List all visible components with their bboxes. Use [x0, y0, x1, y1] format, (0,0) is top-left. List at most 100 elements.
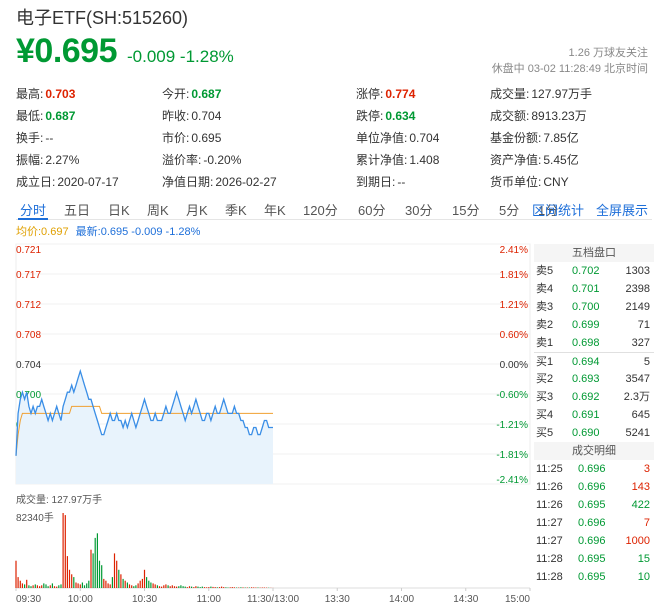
- order-book-row: 卖4 0.701 2398: [534, 280, 654, 298]
- price-tick-label: 0.721: [16, 245, 41, 256]
- order-book-price: 0.702: [572, 265, 600, 277]
- time-tick-label: 15:00: [505, 594, 530, 605]
- quote-cell: 涨停: 0.774: [356, 85, 415, 102]
- quote-cell: 资产净值: 5.45亿: [490, 151, 579, 168]
- quote-label: 最低:: [16, 109, 44, 123]
- page-title: 电子ETF(SH:515260): [16, 8, 189, 28]
- order-book-price: 0.690: [572, 427, 600, 439]
- quote-label: 到期日:: [356, 175, 396, 189]
- quote-row: 最高: 0.703 今开: 0.687 涨停: 0.774 成交量: 127.97万手: [16, 82, 652, 104]
- order-book-volume: 2.3万: [623, 391, 650, 403]
- quote-value: 0.704: [191, 109, 222, 123]
- trade-price: 0.695: [578, 571, 606, 583]
- order-book-row: 卖3 0.700 2149: [534, 298, 654, 316]
- quote-value: --: [397, 175, 406, 189]
- quote-value: 8913.23万: [531, 109, 587, 123]
- quote-grid: 最高: 0.703 今开: 0.687 涨停: 0.774 成交量: 127.97万手 最低: 0…: [16, 82, 652, 192]
- quote-value: 2020-07-17: [57, 175, 119, 189]
- quote-value: CNY: [543, 175, 569, 189]
- quote-label: 涨停:: [356, 87, 384, 101]
- quote-cell: 最高: 0.703: [16, 85, 75, 102]
- tab-4[interactable]: 月K: [186, 203, 208, 218]
- order-book-price: 0.699: [572, 319, 600, 331]
- quote-cell: 成立日: 2020-07-17: [16, 173, 119, 190]
- quote-value: 2026-02-27: [215, 175, 277, 189]
- followers-count[interactable]: 1.26 万球友关注: [568, 47, 648, 59]
- tab-5[interactable]: 季K: [225, 203, 247, 218]
- time-tick-label: 14:30: [453, 594, 478, 605]
- order-book-volume: 3547: [625, 373, 650, 385]
- latest-price-legend: 最新:0.695 -0.009 -1.28%: [75, 226, 201, 238]
- trade-time: 11:28: [536, 571, 563, 583]
- order-book-label: 卖2: [536, 319, 554, 331]
- tab-10[interactable]: 15分: [452, 203, 480, 218]
- quote-label: 成立日:: [16, 175, 56, 189]
- pct-tick-label: 1.21%: [500, 300, 528, 311]
- trade-volume: 15: [637, 553, 650, 565]
- volume-label: 成交量: 127.97万手: [16, 493, 102, 506]
- pct-tick-label: -1.81%: [496, 450, 528, 461]
- pct-tick-label: -2.41%: [496, 475, 528, 486]
- trade-price: 0.696: [578, 517, 606, 529]
- trade-row: 11:28 0.695 15: [534, 550, 654, 568]
- time-tick-label: 11:30/13:00: [247, 594, 300, 605]
- trade-time: 11:27: [536, 535, 563, 547]
- tab-3[interactable]: 周K: [147, 203, 169, 218]
- tab-0[interactable]: 分时: [20, 203, 47, 218]
- tab-11[interactable]: 5分: [499, 203, 520, 218]
- quote-label: 资产净值:: [490, 153, 542, 167]
- quote-cell: 成交额: 8913.23万: [490, 107, 587, 124]
- quote-cell: 净值日期: 2026-02-27: [162, 173, 277, 190]
- price-area: [16, 371, 273, 484]
- quote-row: 最低: 0.687 昨收: 0.704 跌停: 0.634 成交额: 8913.23万: [16, 104, 652, 126]
- quote-cell: 货币单位: CNY: [490, 173, 569, 190]
- time-tick-label: 13:30: [325, 594, 350, 605]
- range-stats-link[interactable]: 区间统计: [532, 203, 585, 218]
- time-tick-label: 09:30: [16, 594, 41, 605]
- order-book-row: 买5 0.690 5241: [534, 424, 654, 442]
- tab-7[interactable]: 120分: [303, 203, 338, 218]
- quote-label: 昨收:: [162, 109, 190, 123]
- order-book: 五档盘口 卖5 0.702 1303 卖4 0.701 2398 卖3 0.700 2149 卖2 0…: [534, 244, 654, 586]
- price-change: -0.009 -1.28%: [127, 47, 234, 66]
- tab-9[interactable]: 30分: [405, 203, 433, 218]
- order-book-price: 0.692: [572, 391, 600, 403]
- order-book-label: 买1: [536, 356, 554, 368]
- order-book-label: 买3: [536, 391, 554, 403]
- trade-price: 0.696: [578, 481, 606, 493]
- trade-volume: 1000: [625, 535, 650, 547]
- tab-2[interactable]: 日K: [108, 203, 130, 218]
- intraday-chart[interactable]: 0.721 2.41% 0.717 1.81% 0.712 1.21% 0.708 0.60%…: [0, 236, 532, 608]
- tab-12[interactable]: 1分: [538, 203, 559, 218]
- quote-label: 净值日期:: [162, 175, 214, 189]
- order-book-label: 卖4: [536, 283, 554, 295]
- order-book-price: 0.694: [572, 356, 600, 368]
- trade-time: 11:26: [536, 499, 563, 511]
- order-book-label: 买4: [536, 409, 554, 421]
- tab-1[interactable]: 五日: [64, 203, 91, 218]
- pct-tick-label: -0.60%: [496, 390, 528, 401]
- order-book-title: 五档盘口: [534, 244, 654, 262]
- order-book-price: 0.698: [572, 337, 600, 349]
- quote-label: 成交额:: [490, 109, 530, 123]
- current-price: ¥0.695: [16, 32, 118, 70]
- quote-cell: 到期日: --: [356, 173, 405, 190]
- tab-8[interactable]: 60分: [358, 203, 386, 218]
- quote-cell: 换手: --: [16, 129, 53, 146]
- trades-title: 成交明细: [534, 442, 654, 460]
- fullscreen-link[interactable]: 全屏展示: [596, 203, 649, 218]
- time-tick-label: 10:30: [132, 594, 157, 605]
- order-book-row: 买3 0.692 2.3万: [534, 388, 654, 406]
- quote-row: 振幅: 2.27% 溢价率: -0.20% 累计净值: 1.408 资产净值: 5.45亿: [16, 148, 652, 170]
- quote-label: 换手:: [16, 131, 44, 145]
- trade-volume: 7: [643, 517, 650, 529]
- time-tick-label: 14:00: [389, 594, 414, 605]
- pct-tick-label: 0.60%: [500, 330, 528, 341]
- pct-tick-label: 0.00%: [500, 360, 528, 371]
- order-book-volume: 71: [637, 319, 650, 331]
- trade-time: 11:25: [536, 463, 563, 475]
- quote-label: 累计净值:: [356, 153, 408, 167]
- quote-cell: 基金份额: 7.85亿: [490, 129, 579, 146]
- tab-6[interactable]: 年K: [264, 203, 286, 218]
- trade-row: 11:28 0.695 10: [534, 568, 654, 586]
